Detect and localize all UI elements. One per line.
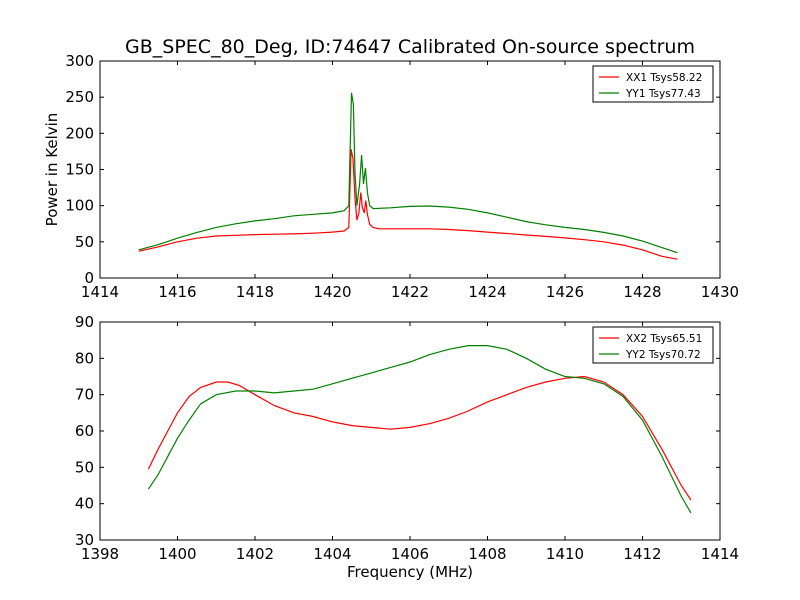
chart-title: GB_SPEC_80_Deg, ID:74647 Calibrated On-s… xyxy=(125,36,695,58)
legend-2: XX2 Tsys65.51 YY2 Tsys70.72 xyxy=(592,326,714,364)
x-tick-label: 1426 xyxy=(546,283,584,301)
legend-entry-label: XX2 Tsys65.51 xyxy=(626,333,702,345)
legend-box xyxy=(592,65,714,103)
y-tick-label: 60 xyxy=(75,422,94,440)
y-tick-label: 80 xyxy=(75,349,94,367)
x-tick-label: 1430 xyxy=(701,283,739,301)
legend-entry-label: XX1 Tsys58.22 xyxy=(626,72,702,84)
series-line-2-2 xyxy=(147,345,692,514)
legend-entry-label: YY2 Tsys70.72 xyxy=(625,349,701,361)
y-tick-label: 100 xyxy=(65,197,94,215)
x-tick-label: 1420 xyxy=(313,283,351,301)
x-tick-label: 1414 xyxy=(701,545,739,563)
y-tick-label: 50 xyxy=(75,458,94,476)
x-tick-label: 1412 xyxy=(623,545,661,563)
y-tick-label: 0 xyxy=(84,269,94,287)
y-tick-label: 200 xyxy=(65,124,94,142)
x-tick-label: 1418 xyxy=(236,283,274,301)
y-tick-label: 50 xyxy=(75,233,94,251)
y-tick-label: 90 xyxy=(75,313,94,331)
y-tick-label: 40 xyxy=(75,495,94,513)
x-tick-label: 1414 xyxy=(81,283,119,301)
legend-box xyxy=(592,326,714,364)
x-tick-label: 1410 xyxy=(546,545,584,563)
x-tick-label: 1422 xyxy=(391,283,429,301)
x-tick-label: 1424 xyxy=(468,283,506,301)
x-tick-label: 1400 xyxy=(158,545,196,563)
y-axis-label: Power in Kelvin xyxy=(43,113,61,227)
subplot-1: 1414 1416 1418 1420 1422 1424 1426 1428 1430 0 50 1… xyxy=(43,52,739,301)
series-line-1-1 xyxy=(138,149,678,260)
x-tick-label: 1404 xyxy=(313,545,351,563)
y-tick-label: 30 xyxy=(75,531,94,549)
x-tick-label: 1398 xyxy=(81,545,119,563)
legend-1: XX1 Tsys58.22 YY1 Tsys77.43 xyxy=(592,65,714,103)
y-tick-label: 70 xyxy=(75,386,94,404)
series-line-1-2 xyxy=(138,92,678,254)
x-tick-label: 1402 xyxy=(236,545,274,563)
y-tick-label: 250 xyxy=(65,88,94,106)
x-tick-label: 1428 xyxy=(623,283,661,301)
y-tick-label: 300 xyxy=(65,52,94,70)
subplot-2: 1398 1400 1402 1404 1406 1408 1410 1412 1414 30 40… xyxy=(75,313,739,581)
x-tick-label: 1406 xyxy=(391,545,429,563)
series-line-2-1 xyxy=(147,375,692,501)
x-axis-label: Frequency (MHz) xyxy=(347,563,473,581)
legend-entry-label: YY1 Tsys77.43 xyxy=(625,88,701,100)
x-tick-label: 1416 xyxy=(158,283,196,301)
x-tick-label: 1408 xyxy=(468,545,506,563)
y-tick-label: 150 xyxy=(65,161,94,179)
plots-area: 1414 1416 1418 1420 1422 1424 1426 1428 14300501… xyxy=(43,52,739,581)
